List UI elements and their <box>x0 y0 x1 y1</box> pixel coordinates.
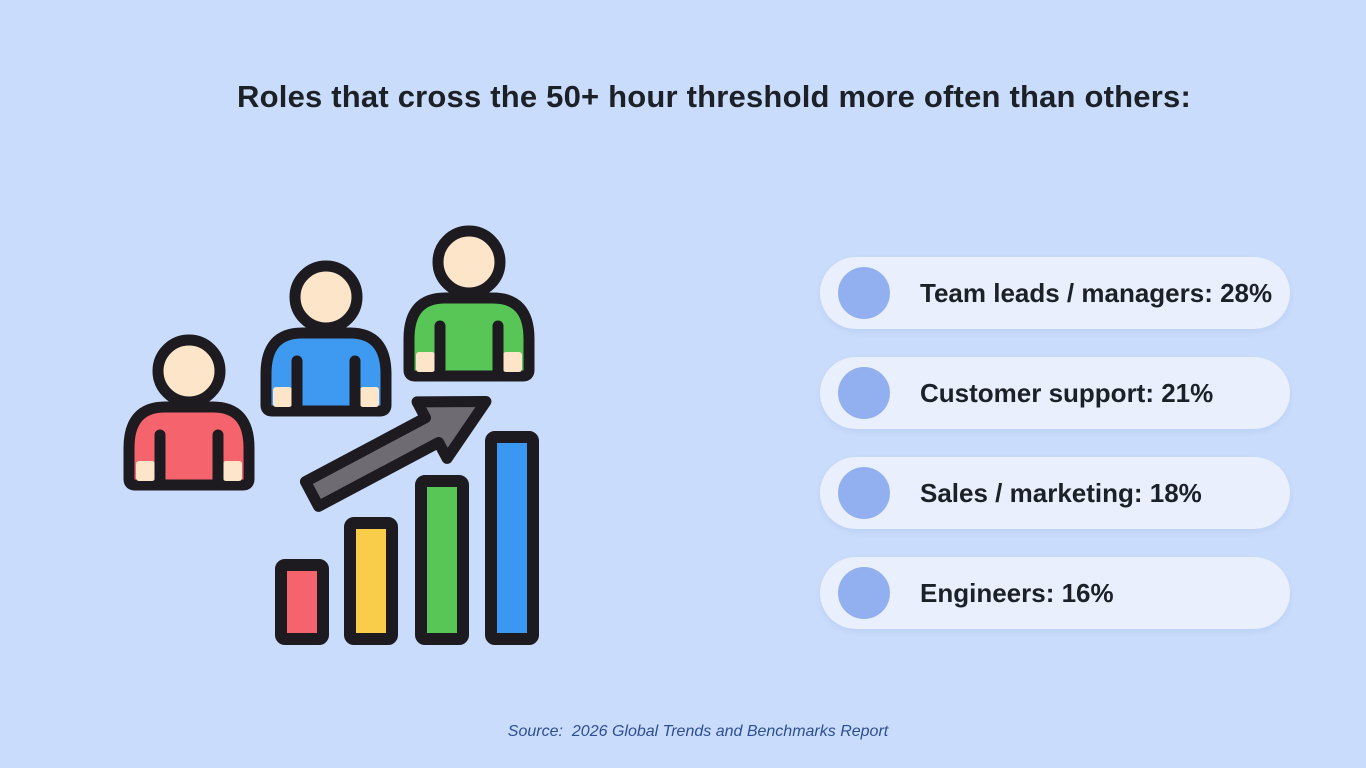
mini-bar-green <box>415 475 469 645</box>
mini-bar-yellow <box>344 517 398 645</box>
list-item-label: Team leads / managers: 28% <box>920 277 1273 308</box>
list-item-team-leads: Team leads / managers: 28% <box>820 257 1290 329</box>
list-item-label: Sales / marketing: 18% <box>920 477 1202 508</box>
person-figure-red <box>123 334 255 491</box>
source-label: Source: <box>507 723 563 740</box>
person-figure-blue <box>260 260 392 417</box>
bullet-circle-icon <box>838 367 890 419</box>
mini-bar-blue <box>485 431 539 645</box>
people-growth-chart-illustration <box>123 225 539 645</box>
list-item-label: Customer support: 21% <box>920 377 1214 408</box>
bar-chart-icon <box>275 431 539 645</box>
list-item-sales-marketing: Sales / marketing: 18% <box>820 457 1290 529</box>
source-report-title: 2026 Global Trends and Benchmarks Report <box>571 723 889 740</box>
bullet-circle-icon <box>838 567 890 619</box>
bullet-circle-icon <box>838 467 890 519</box>
growth-arrow-icon <box>299 396 492 512</box>
bullet-circle-icon <box>838 267 890 319</box>
page-title: Roles that cross the 50+ hour threshold … <box>237 79 1191 114</box>
source-note: Source: 2026 Global Trends and Benchmarks… <box>0 723 1366 741</box>
list-item-label: Engineers: 16% <box>920 577 1114 608</box>
mini-bar-red <box>275 559 329 645</box>
role-stats-list: Team leads / managers: 28% Customer supp… <box>820 257 1290 657</box>
person-figure-green <box>403 225 535 382</box>
list-item-engineers: Engineers: 16% <box>820 557 1290 629</box>
list-item-customer-support: Customer support: 21% <box>820 357 1290 429</box>
